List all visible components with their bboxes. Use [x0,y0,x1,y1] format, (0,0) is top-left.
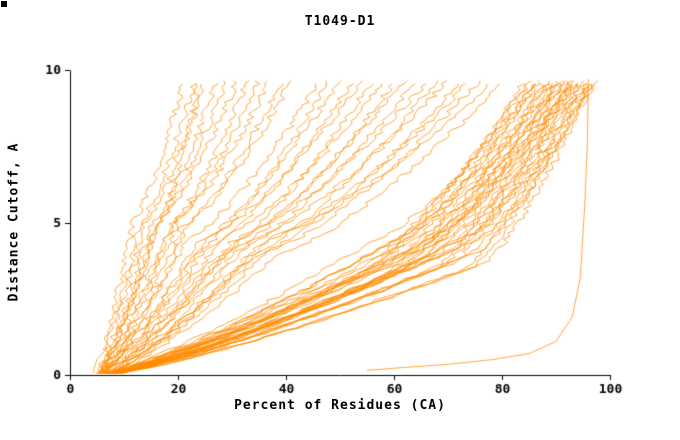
y-axis-label: Distance Cutoff, A [6,142,22,302]
chart-title: T1049-D1 [304,14,376,29]
x-axis-label: Percent of Residues (CA) [234,398,446,413]
